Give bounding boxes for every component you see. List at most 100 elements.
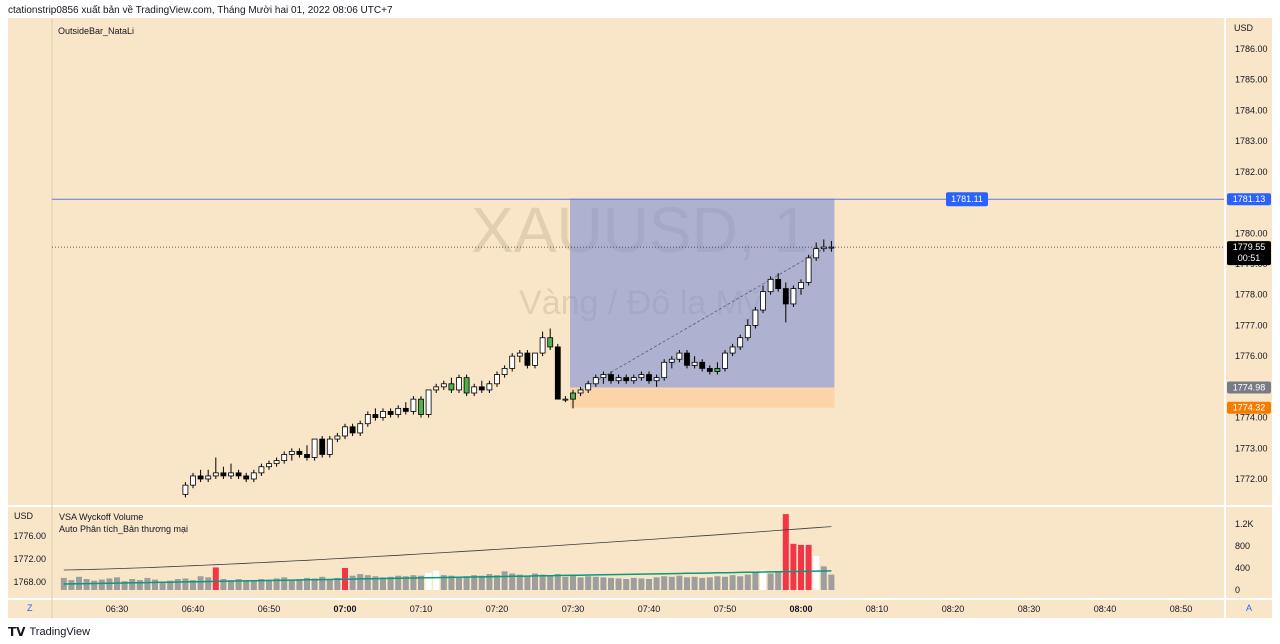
candle-body	[250, 472, 257, 480]
volume-indicator-title[interactable]: VSA Wyckoff Volume	[59, 512, 144, 522]
volume-bar	[349, 575, 356, 590]
candle-body	[433, 386, 440, 391]
candle-body	[357, 423, 364, 434]
price-currency: USD	[1234, 23, 1254, 33]
volume-bar	[699, 577, 706, 590]
volume-bar	[288, 579, 295, 590]
indicator-label[interactable]: OutsideBar_NataLi	[58, 26, 135, 36]
volume-bar	[425, 572, 432, 590]
candle-body	[729, 346, 736, 354]
volume-bar	[364, 575, 371, 590]
candle-body	[212, 472, 219, 477]
volume-bar	[380, 577, 386, 590]
volume-indicator-subtitle[interactable]: Auto Phân tích_Bản thương mại	[59, 524, 189, 534]
volume-bar	[767, 573, 774, 590]
volume-bar	[136, 580, 143, 590]
volume-bar	[357, 574, 364, 590]
volume-bar	[418, 575, 424, 590]
line-price-badge-bg	[946, 192, 988, 207]
candle-body	[311, 438, 318, 458]
volume-bar	[98, 579, 105, 590]
volume-left-tick: 1772.00	[13, 554, 46, 564]
volume-bar	[212, 567, 219, 590]
volume-bar	[319, 576, 326, 590]
candle-body	[706, 368, 713, 372]
volume-bar	[706, 577, 713, 590]
axis-orange-badge-bg	[1227, 401, 1271, 414]
tradingview-logo-icon: 𝗧𝗩	[8, 625, 26, 639]
volume-bar	[737, 576, 744, 590]
candle-body	[562, 398, 569, 401]
volume-bar	[296, 579, 303, 590]
price-tick-label: 1786.00	[1235, 44, 1268, 54]
axis-gray-badge-bg	[1227, 381, 1271, 394]
candle-body	[775, 278, 782, 289]
time-tick-label: 06:30	[106, 604, 129, 614]
line-price-badge: 1781.11	[951, 194, 983, 204]
volume-bar	[121, 581, 128, 590]
volume-bar	[440, 575, 447, 590]
volume-bar	[174, 579, 181, 590]
volume-bar	[752, 572, 759, 590]
countdown-timer: 00:51	[1238, 253, 1261, 263]
current-price-value: 1779.55	[1233, 242, 1266, 252]
time-tick-label: 06:50	[258, 604, 281, 614]
candle-body	[258, 466, 265, 474]
volume-bar	[600, 577, 607, 590]
price-tick-label: 1773.00	[1235, 443, 1268, 453]
candle-body	[828, 246, 835, 249]
candle-body	[364, 414, 371, 425]
candle-body	[646, 374, 652, 382]
volume-bar	[684, 577, 690, 590]
candle-body	[380, 411, 386, 418]
volume-bar	[220, 579, 227, 590]
candle-body	[638, 374, 645, 379]
volume-bar	[760, 570, 766, 590]
volume-bar	[395, 575, 402, 590]
volume-bar	[805, 544, 812, 590]
tradingview-footer[interactable]: 𝗧𝗩 TradingView	[8, 625, 90, 639]
candle-body	[418, 398, 424, 415]
time-tick-label: 06:40	[182, 604, 205, 614]
volume-bar	[729, 575, 736, 590]
price-tick-label: 1778.00	[1235, 290, 1268, 300]
volume-axis[interactable]	[1226, 507, 1272, 598]
volume-bar	[577, 577, 584, 590]
time-tick-label: 08:50	[1170, 604, 1193, 614]
time-axis[interactable]	[8, 600, 1224, 618]
candle-body	[402, 407, 409, 412]
auto-scale-z-button[interactable]: Z	[27, 603, 33, 613]
candle-body	[342, 426, 348, 437]
candle-body	[440, 383, 447, 388]
candle-body	[281, 454, 288, 461]
candle-body	[220, 472, 227, 477]
current-price-badge-bg	[1227, 241, 1271, 266]
volume-bar	[547, 575, 554, 590]
price-tick-label: 1774.00	[1235, 413, 1268, 423]
volume-bar	[790, 543, 797, 590]
price-tick-label: 1772.00	[1235, 474, 1268, 484]
volume-bar	[646, 579, 652, 590]
price-tick-label: 1776.00	[1235, 351, 1268, 361]
volume-bar	[433, 570, 440, 590]
candle-body	[782, 288, 789, 305]
volume-bar	[570, 575, 576, 590]
auto-scale-a-button[interactable]: A	[1246, 603, 1253, 613]
volume-bar	[106, 578, 113, 590]
volume-bar	[691, 576, 698, 590]
volume-right-tick: 800	[1235, 541, 1250, 551]
candle-body	[326, 438, 333, 455]
volume-bar	[190, 580, 196, 590]
volume-bar	[410, 575, 417, 590]
range-box-lower	[570, 387, 835, 408]
volume-bar	[714, 576, 721, 590]
volume-bar	[539, 574, 546, 590]
candle-body	[760, 291, 766, 311]
volume-bar	[159, 581, 166, 590]
candle-body	[235, 472, 242, 477]
volume-bar	[250, 580, 257, 590]
candle-body	[805, 257, 812, 283]
price-tick-label: 1784.00	[1235, 105, 1268, 115]
volume-bar	[91, 580, 98, 590]
